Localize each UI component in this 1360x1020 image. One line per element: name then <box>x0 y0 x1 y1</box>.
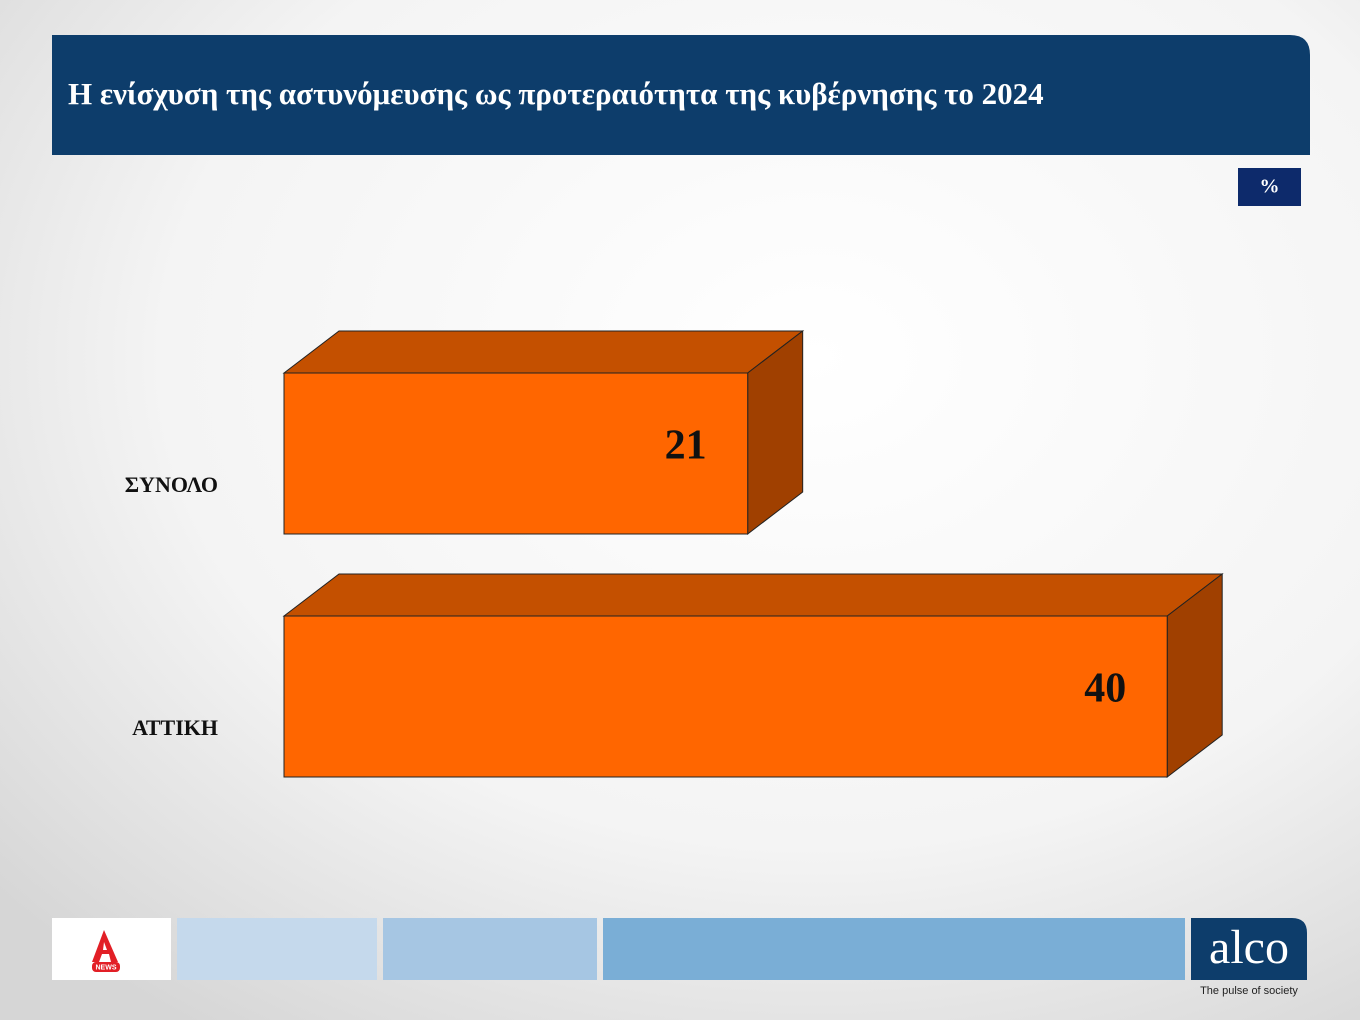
brand: alco <box>1209 921 1289 974</box>
news-badge <box>92 962 120 972</box>
brand-box <box>1191 918 1307 980</box>
footer-block <box>177 918 377 980</box>
title-bar <box>52 35 1310 155</box>
data-label: 40 <box>1084 666 1126 712</box>
unit-label: % <box>1260 176 1280 198</box>
category-label: ΣΥΝΟΛΟ <box>125 472 218 497</box>
category-label: ΑΤΤΙΚΗ <box>132 715 218 740</box>
bar <box>283 615 1168 778</box>
data-label: 21 <box>665 423 707 469</box>
bar-top <box>282 330 805 374</box>
chart-title: Η ενίσχυση της αστυνόμευσης ως προτεραιό… <box>68 76 1044 111</box>
footer-block <box>603 918 1185 980</box>
bar <box>283 372 749 535</box>
bar-top <box>282 573 1224 617</box>
tagline: The pulse of society <box>1200 985 1298 997</box>
news-logo <box>92 930 118 962</box>
logo-sub: NEWS <box>96 964 117 971</box>
footer-block <box>383 918 597 980</box>
unit-box <box>1238 168 1301 206</box>
plot: 21 ΣΥΝΟΛΟ 40 ΑΤΤΙΚΗ <box>125 329 1224 779</box>
